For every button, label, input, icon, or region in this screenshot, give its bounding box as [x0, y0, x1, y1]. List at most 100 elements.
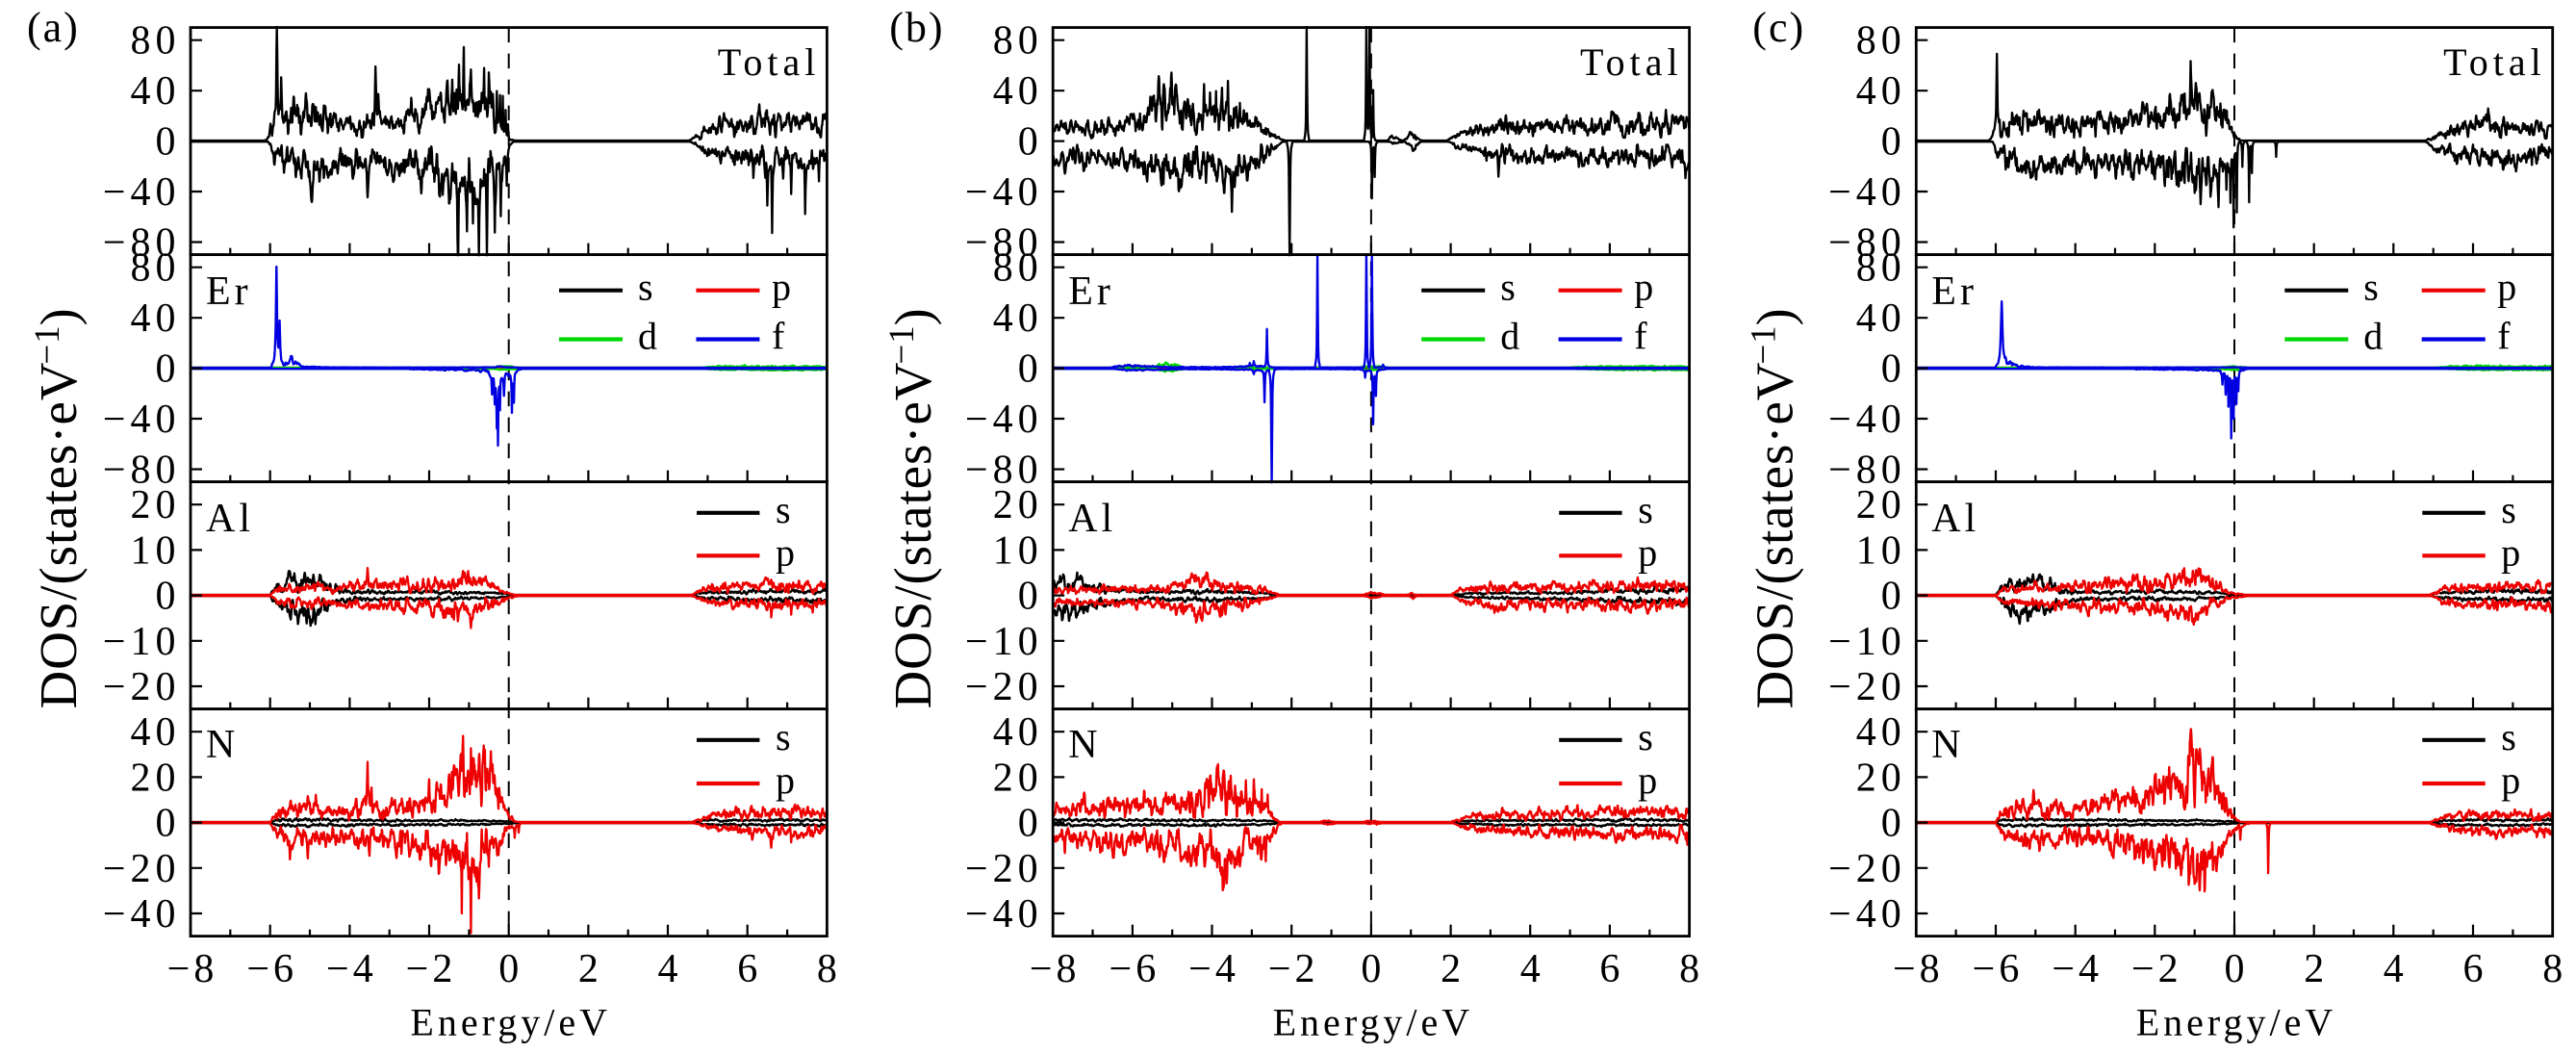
svg-text:Al: Al [1931, 497, 1979, 541]
svg-text:−40: −40 [965, 170, 1043, 215]
svg-text:0: 0 [498, 947, 523, 991]
svg-text:0: 0 [1881, 575, 1906, 619]
svg-text:8: 8 [2542, 947, 2566, 991]
svg-text:20: 20 [131, 483, 181, 527]
svg-text:10: 10 [1856, 528, 1906, 573]
svg-text:40: 40 [1856, 69, 1906, 114]
svg-text:p: p [2497, 266, 2516, 309]
svg-text:4: 4 [2384, 947, 2408, 991]
svg-text:0: 0 [1018, 802, 1043, 846]
svg-text:−6: −6 [1973, 947, 2024, 991]
svg-text:−80: −80 [965, 449, 1043, 493]
svg-text:s: s [776, 488, 791, 531]
svg-text:p: p [1634, 266, 1653, 309]
svg-text:0: 0 [1881, 120, 1906, 165]
svg-text:Total: Total [718, 40, 821, 84]
svg-text:20: 20 [993, 483, 1043, 527]
svg-text:N: N [1068, 723, 1097, 767]
svg-text:−20: −20 [965, 847, 1043, 891]
svg-text:−40: −40 [103, 398, 181, 442]
svg-text:Energy/eV: Energy/eV [2136, 1000, 2337, 1043]
svg-text:0: 0 [156, 575, 181, 619]
svg-text:s: s [1638, 488, 1653, 531]
svg-text:6: 6 [737, 947, 761, 991]
svg-text:80: 80 [1856, 19, 1906, 64]
svg-text:DOS/(states·eV−1): DOS/(states·eV−1) [28, 308, 88, 709]
svg-text:p: p [2501, 758, 2520, 802]
svg-text:−6: −6 [1109, 947, 1160, 991]
svg-text:−2: −2 [406, 947, 457, 991]
svg-text:40: 40 [993, 710, 1043, 755]
svg-text:40: 40 [993, 69, 1043, 114]
svg-text:20: 20 [993, 756, 1043, 800]
svg-text:−80: −80 [1828, 221, 1906, 266]
svg-text:−4: −4 [326, 947, 377, 991]
svg-text:2: 2 [2304, 947, 2328, 991]
svg-text:−20: −20 [1828, 665, 1906, 709]
svg-text:−8: −8 [167, 947, 218, 991]
svg-text:40: 40 [131, 710, 181, 755]
svg-text:−40: −40 [103, 170, 181, 215]
svg-text:−80: −80 [103, 221, 181, 266]
svg-text:−10: −10 [965, 620, 1043, 664]
svg-text:−40: −40 [965, 892, 1043, 937]
svg-text:s: s [2363, 266, 2379, 309]
svg-text:4: 4 [1520, 947, 1544, 991]
svg-text:−20: −20 [103, 847, 181, 891]
svg-text:s: s [2501, 488, 2516, 531]
svg-text:20: 20 [1856, 483, 1906, 527]
svg-text:−40: −40 [1828, 398, 1906, 442]
svg-text:f: f [1634, 315, 1647, 358]
svg-text:80: 80 [131, 246, 181, 291]
svg-text:f: f [2497, 315, 2511, 358]
svg-text:6: 6 [1599, 947, 1623, 991]
svg-text:s: s [638, 266, 653, 309]
svg-text:p: p [776, 530, 795, 574]
svg-text:40: 40 [1856, 710, 1906, 755]
svg-text:N: N [206, 723, 235, 767]
svg-text:−20: −20 [103, 665, 181, 709]
svg-text:40: 40 [131, 296, 181, 341]
svg-text:0: 0 [1881, 802, 1906, 846]
svg-text:−2: −2 [2131, 947, 2182, 991]
svg-text:−20: −20 [1828, 847, 1906, 891]
svg-text:p: p [1638, 530, 1657, 574]
svg-text:(a): (a) [27, 4, 80, 51]
svg-text:DOS/(states·eV−1): DOS/(states·eV−1) [1744, 308, 1803, 709]
svg-text:−40: −40 [1828, 170, 1906, 215]
svg-text:−6: −6 [246, 947, 297, 991]
svg-text:40: 40 [1856, 296, 1906, 341]
svg-text:Er: Er [206, 270, 252, 314]
svg-text:Er: Er [1931, 270, 1977, 314]
svg-text:N: N [1931, 723, 1960, 767]
svg-text:8: 8 [1679, 947, 1703, 991]
svg-text:0: 0 [1881, 347, 1906, 392]
svg-text:d: d [1500, 315, 1519, 358]
svg-text:f: f [772, 315, 785, 358]
svg-text:−40: −40 [103, 892, 181, 937]
svg-text:Total: Total [1580, 40, 1683, 84]
svg-text:p: p [2501, 530, 2520, 574]
svg-text:0: 0 [1018, 347, 1043, 392]
svg-text:d: d [2363, 315, 2383, 358]
svg-text:−80: −80 [1828, 449, 1906, 493]
svg-text:Al: Al [1068, 497, 1116, 541]
svg-text:−2: −2 [1268, 947, 1319, 991]
svg-text:−80: −80 [965, 221, 1043, 266]
svg-text:−4: −4 [1188, 947, 1239, 991]
svg-text:20: 20 [131, 756, 181, 800]
svg-text:s: s [2501, 715, 2516, 758]
svg-text:Energy/eV: Energy/eV [1273, 1000, 1474, 1043]
svg-text:8: 8 [817, 947, 841, 991]
svg-text:−80: −80 [103, 449, 181, 493]
svg-text:d: d [638, 315, 657, 358]
svg-text:s: s [1500, 266, 1516, 309]
svg-text:−10: −10 [1828, 620, 1906, 664]
svg-text:2: 2 [578, 947, 602, 991]
svg-text:Al: Al [206, 497, 254, 541]
svg-text:0: 0 [1018, 575, 1043, 619]
svg-text:−8: −8 [1030, 947, 1081, 991]
svg-text:−40: −40 [965, 398, 1043, 442]
svg-text:6: 6 [2463, 947, 2487, 991]
svg-text:40: 40 [131, 69, 181, 114]
